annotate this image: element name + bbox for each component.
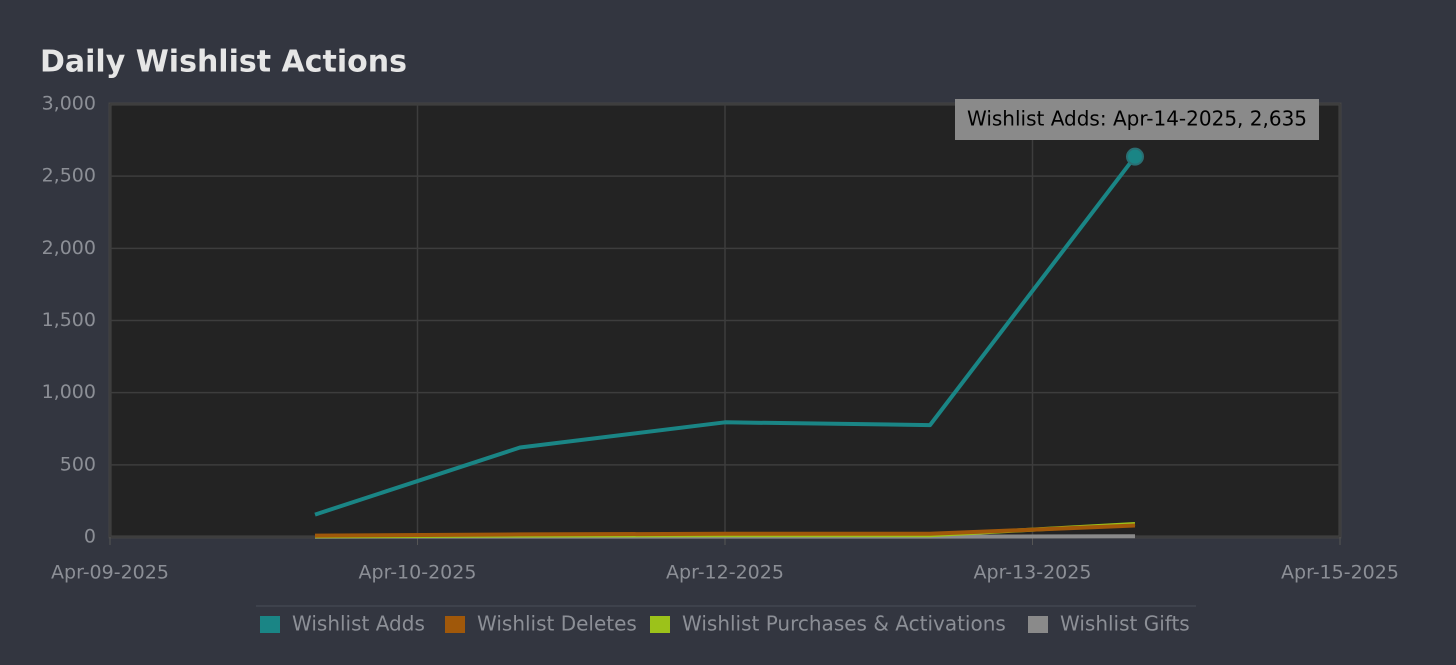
tooltip: Wishlist Adds: Apr-14-2025, 2,635 [967,107,1307,131]
legend-swatch [445,616,465,633]
x-tick-label: Apr-15-2025 [1281,562,1399,584]
legend-label: Wishlist Adds [292,612,425,636]
y-tick-label: 0 [84,526,96,548]
legend-label: Wishlist Purchases & Activations [682,612,1006,636]
tooltip-box [955,99,1319,140]
series-line [314,155,1137,517]
x-tick-label: Apr-12-2025 [666,562,784,584]
y-tick-label: 2,500 [42,165,96,187]
y-tick-label: 500 [60,453,96,475]
y-tick-label: 3,000 [42,93,96,115]
highlight-point [1126,147,1144,166]
chart-title: Daily Wishlist Actions [40,45,407,80]
legend-swatch [260,616,280,633]
x-tick-label: Apr-09-2025 [51,562,169,584]
y-tick-label: 1,000 [42,381,96,403]
legend-swatch [650,616,670,633]
series-line [314,523,1136,538]
legend-label: Wishlist Deletes [477,612,637,636]
x-tick-label: Apr-10-2025 [359,562,477,584]
legend-swatch [1028,616,1048,633]
legend-label: Wishlist Gifts [1060,612,1190,636]
y-tick-label: 1,500 [42,309,96,331]
y-tick-label: 2,000 [42,237,96,259]
x-tick-label: Apr-13-2025 [974,562,1092,584]
